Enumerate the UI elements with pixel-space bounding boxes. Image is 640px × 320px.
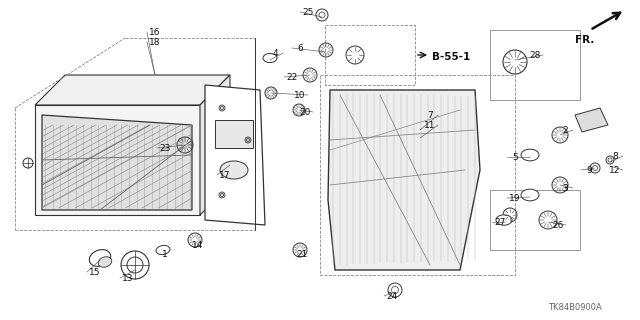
- Text: 25: 25: [302, 8, 314, 17]
- Text: 6: 6: [297, 44, 303, 53]
- Text: 18: 18: [149, 38, 161, 47]
- Text: 8: 8: [612, 152, 618, 161]
- Text: 15: 15: [89, 268, 100, 277]
- Text: B-55-1: B-55-1: [432, 52, 470, 62]
- Text: 7: 7: [427, 111, 433, 120]
- Polygon shape: [575, 108, 608, 132]
- Polygon shape: [35, 105, 200, 215]
- Text: 23: 23: [159, 144, 171, 153]
- Polygon shape: [328, 90, 480, 270]
- Text: FR.: FR.: [575, 35, 595, 45]
- Ellipse shape: [220, 161, 248, 179]
- Text: 14: 14: [192, 241, 204, 250]
- Bar: [325, 25, 415, 85]
- Text: 12: 12: [609, 166, 621, 175]
- Bar: [215, 120, 253, 148]
- Text: TK84B0900A: TK84B0900A: [548, 303, 602, 312]
- Text: 3: 3: [562, 184, 568, 193]
- Text: 16: 16: [149, 28, 161, 37]
- Ellipse shape: [263, 53, 277, 62]
- Text: 13: 13: [122, 274, 134, 283]
- Text: 28: 28: [529, 51, 541, 60]
- Ellipse shape: [521, 149, 539, 161]
- Text: 9: 9: [586, 166, 592, 175]
- Text: 11: 11: [424, 121, 436, 130]
- Text: 2: 2: [562, 126, 568, 135]
- Polygon shape: [35, 75, 230, 105]
- Text: 10: 10: [294, 91, 306, 100]
- Text: 4: 4: [272, 49, 278, 58]
- Text: 22: 22: [286, 73, 298, 82]
- Text: 27: 27: [494, 218, 506, 227]
- Bar: [320, 75, 515, 275]
- Polygon shape: [42, 115, 192, 210]
- Text: 21: 21: [296, 250, 308, 259]
- Polygon shape: [205, 85, 265, 225]
- Ellipse shape: [521, 189, 539, 201]
- Text: 19: 19: [509, 194, 521, 203]
- Polygon shape: [200, 75, 230, 215]
- Text: 5: 5: [512, 153, 518, 162]
- Bar: [490, 30, 580, 100]
- Text: 24: 24: [387, 292, 397, 301]
- Ellipse shape: [496, 215, 512, 225]
- Ellipse shape: [156, 245, 170, 255]
- Text: 26: 26: [552, 221, 564, 230]
- Ellipse shape: [90, 250, 111, 267]
- Text: 20: 20: [300, 108, 310, 117]
- Ellipse shape: [98, 257, 112, 267]
- Text: 17: 17: [220, 171, 231, 180]
- Bar: [490, 190, 580, 250]
- Text: 1: 1: [162, 250, 168, 259]
